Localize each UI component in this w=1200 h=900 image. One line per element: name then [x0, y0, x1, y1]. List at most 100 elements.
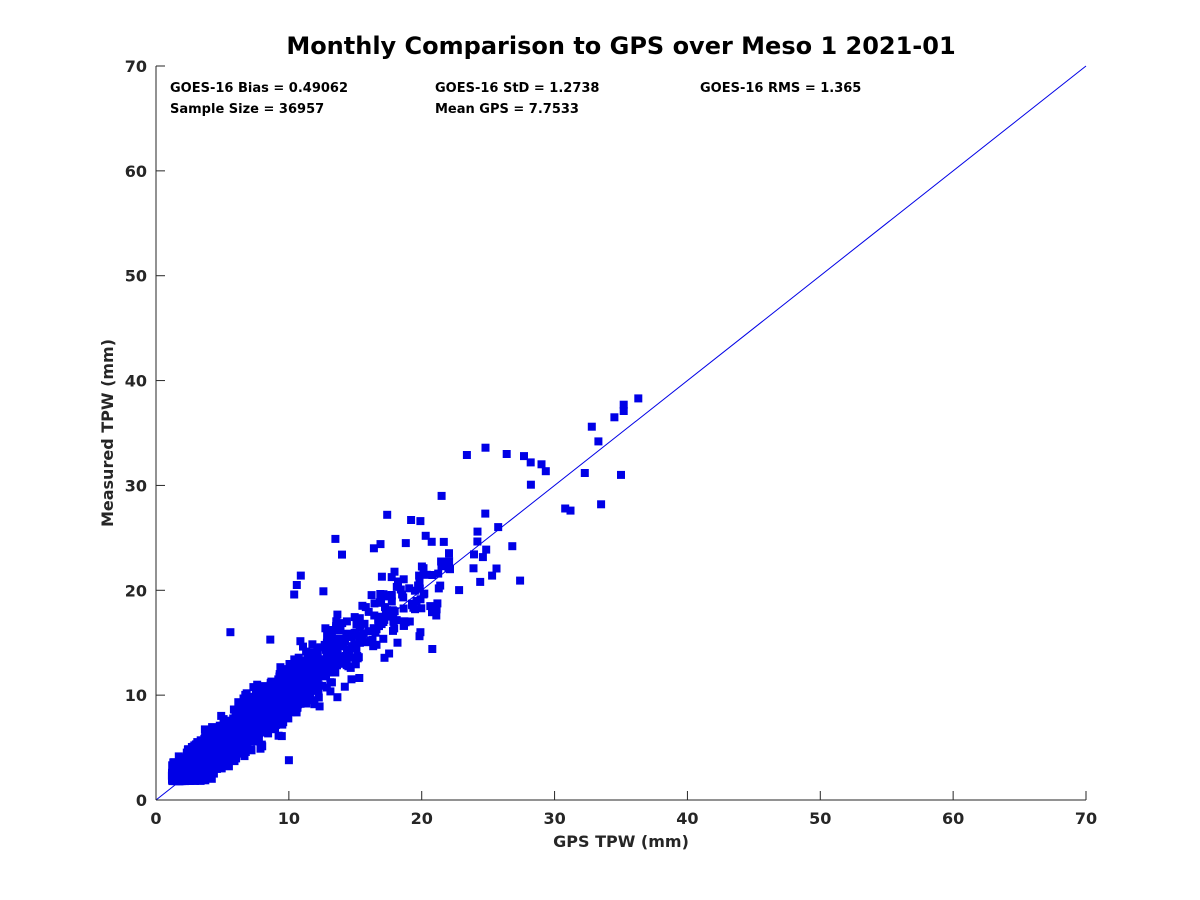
scatter-point — [619, 407, 628, 415]
scatter-point — [320, 640, 329, 649]
scatter-point — [192, 747, 201, 756]
scatter-point — [223, 749, 232, 758]
scatter-point — [422, 570, 431, 579]
scatter-point — [275, 706, 284, 715]
scatter-point — [287, 702, 296, 711]
scatter-point — [253, 686, 262, 695]
y-tick-label: 0 — [136, 791, 147, 810]
scatter-point — [182, 770, 191, 779]
scatter-point — [194, 760, 203, 769]
scatter-point — [432, 611, 441, 620]
scatter-point — [260, 682, 269, 691]
scatter-point — [322, 650, 331, 659]
scatter-point — [334, 634, 343, 643]
scatter-point — [333, 693, 342, 702]
y-tick-label: 10 — [125, 686, 147, 705]
scatter-point — [439, 537, 448, 546]
scatter-point — [328, 660, 337, 669]
scatter-point — [201, 726, 210, 735]
scatter-point — [405, 584, 414, 593]
scatter-point — [333, 661, 341, 670]
scatter-point — [392, 616, 401, 625]
scatter-point — [587, 422, 596, 431]
scatter-point — [330, 641, 339, 650]
scatter-point — [271, 725, 279, 734]
scatter-point — [238, 725, 246, 734]
x-tick-label: 40 — [676, 809, 698, 828]
scatter-point — [356, 621, 365, 630]
scatter-point — [302, 647, 311, 656]
x-tick-label: 20 — [411, 809, 433, 828]
scatter-point — [516, 576, 525, 585]
scatter-point — [200, 738, 208, 747]
scatter-point — [188, 751, 197, 760]
scatter-point — [315, 702, 324, 711]
scatter-point — [321, 657, 330, 666]
scatter-point — [432, 605, 441, 614]
scatter-point — [266, 635, 275, 644]
scatter-point — [219, 744, 228, 753]
scatter-point — [379, 634, 388, 643]
scatter-point — [276, 663, 285, 672]
scatter-point — [232, 727, 241, 736]
scatter-point — [340, 682, 349, 691]
scatter-point — [314, 693, 323, 702]
scatter-point — [301, 692, 310, 701]
scatter-point — [302, 660, 311, 669]
scatter-point — [355, 674, 364, 682]
scatter-point — [473, 527, 482, 536]
y-tick-label: 60 — [125, 162, 147, 181]
x-axis-label: GPS TPW (mm) — [553, 832, 689, 851]
plot-area — [155, 65, 1087, 801]
scatter-point — [275, 678, 284, 687]
scatter-point — [220, 735, 229, 744]
scatter-point — [190, 763, 198, 772]
scatter-point — [282, 695, 291, 704]
scatter-point — [392, 582, 401, 591]
scatter-point — [364, 627, 373, 636]
y-tick-label: 50 — [125, 267, 147, 286]
scatter-point — [233, 718, 242, 727]
scatter-point — [319, 587, 328, 596]
scatter-point — [338, 656, 347, 665]
scatter-point — [416, 628, 425, 637]
scatter-point — [184, 763, 193, 772]
scatter-point — [347, 675, 356, 684]
scatter-point — [394, 577, 402, 586]
scatter-point — [399, 593, 408, 602]
scatter-point — [215, 753, 224, 762]
scatter-point — [271, 720, 280, 729]
scatter-point — [203, 753, 212, 761]
scatter-point — [312, 676, 321, 684]
scatter-point — [389, 612, 397, 620]
scatter-point — [381, 610, 390, 619]
scatter-point — [481, 443, 490, 452]
scatter-point — [248, 715, 257, 724]
scatter-point — [170, 775, 179, 784]
scatter-point — [177, 763, 186, 772]
scatter-point — [258, 712, 267, 721]
scatter-point — [419, 590, 428, 599]
scatter-point — [383, 510, 392, 519]
stat-mean-gps: Mean GPS = 7.7533 — [435, 102, 579, 117]
scatter-point — [399, 604, 408, 613]
scatter-point — [619, 400, 628, 409]
scatter-point — [610, 413, 619, 422]
scatter-point — [244, 724, 253, 733]
scatter-point — [204, 745, 213, 754]
scatter-point — [246, 694, 254, 703]
scatter-point — [247, 745, 256, 754]
scatter-point — [293, 683, 302, 692]
scatter-point — [305, 688, 314, 697]
scatter-point — [342, 617, 351, 626]
scatter-point — [494, 523, 503, 532]
scatter-point — [390, 567, 399, 576]
scatter-point — [275, 697, 283, 706]
scatter-point — [407, 516, 416, 524]
scatter-point — [295, 671, 304, 680]
x-tick-label: 0 — [150, 809, 161, 828]
scatter-point — [197, 747, 205, 756]
x-tick-label: 50 — [809, 809, 831, 828]
scatter-point — [269, 680, 278, 689]
scatter-point — [377, 598, 386, 607]
